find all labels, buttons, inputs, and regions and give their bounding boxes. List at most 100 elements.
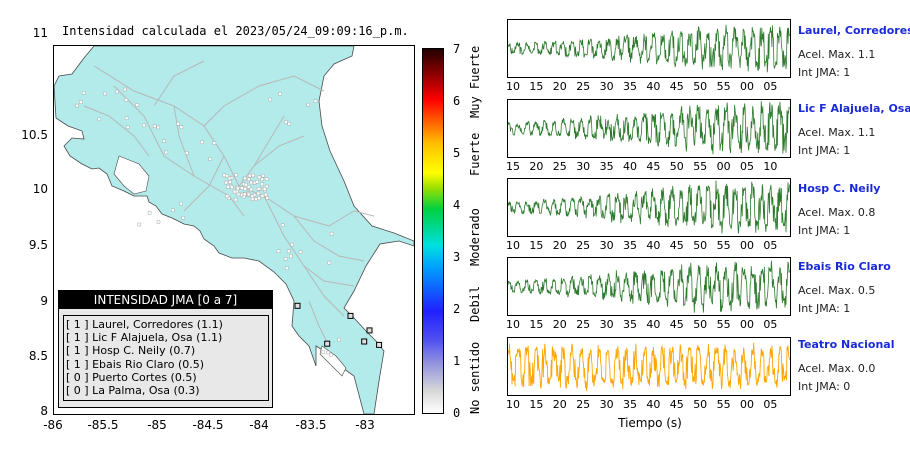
legend-list: [ 1 ] Laurel, Corredores (1.1) [ 1 ] Lic… bbox=[63, 315, 269, 401]
station-dot bbox=[285, 266, 289, 271]
station-dot bbox=[137, 222, 142, 227]
time-tick: 10 bbox=[506, 80, 520, 93]
time-tick: 45 bbox=[669, 318, 684, 331]
time-tick: 50 bbox=[693, 239, 708, 252]
station-dot bbox=[230, 185, 234, 190]
station-name: Ebais Rio Claro bbox=[798, 260, 891, 273]
time-tick: 05 bbox=[763, 318, 778, 331]
station-dot bbox=[327, 260, 332, 265]
waveform-panel bbox=[507, 337, 791, 396]
station-dot bbox=[243, 176, 247, 181]
station-marker bbox=[361, 338, 368, 345]
station-dot bbox=[179, 201, 183, 206]
time-tick: 10 bbox=[763, 160, 778, 173]
x-tick-label: -85 bbox=[147, 418, 167, 432]
station-dot bbox=[247, 173, 252, 178]
y-tick-label: 8 bbox=[40, 404, 48, 418]
time-tick: 00 bbox=[740, 398, 754, 411]
station-dot bbox=[249, 187, 254, 192]
map-title: Intensidad calculada el 2023/05/24_09:09… bbox=[62, 24, 409, 38]
colorbar-tick: 5 bbox=[453, 146, 461, 160]
station-dot bbox=[329, 353, 333, 357]
station-dot bbox=[246, 192, 251, 197]
time-tick: 05 bbox=[763, 80, 778, 93]
station-dot bbox=[287, 121, 291, 126]
waveform-trace bbox=[508, 342, 790, 391]
time-ticks: 15 20 25 30 35 40 45 50 55 00 05 10 bbox=[506, 160, 792, 174]
time-tick: 15 bbox=[529, 318, 544, 331]
station-dot bbox=[247, 177, 251, 182]
time-tick: 25 bbox=[576, 80, 591, 93]
station-dot bbox=[261, 174, 265, 178]
y-tick-label: 11 bbox=[32, 26, 48, 40]
x-tick-label: -83.5 bbox=[295, 418, 327, 432]
time-tick: 20 bbox=[529, 160, 544, 173]
x-tick-label: -86 bbox=[43, 418, 63, 432]
station-dot bbox=[156, 220, 161, 224]
time-tick: 55 bbox=[716, 239, 731, 252]
station-jma: Int JMA: 1 bbox=[798, 224, 851, 237]
station-dot bbox=[262, 187, 267, 191]
station-dot bbox=[250, 197, 255, 201]
colorbar-label-debil: Debil bbox=[468, 285, 482, 322]
highlighted-stations bbox=[294, 302, 383, 348]
time-tick: 20 bbox=[552, 318, 567, 331]
time-tick: 25 bbox=[576, 239, 591, 252]
time-tick: 40 bbox=[646, 80, 661, 93]
time-tick: 35 bbox=[623, 318, 637, 331]
station-dot bbox=[200, 140, 204, 145]
station-dot bbox=[264, 184, 269, 189]
station-dot bbox=[321, 350, 325, 354]
time-ticks: 10 15 20 25 30 35 40 45 50 55 00 05 bbox=[506, 80, 792, 94]
colorbar-label-muy-fuerte: Muy Fuerte bbox=[468, 45, 482, 118]
station-dot bbox=[243, 187, 247, 191]
colorbar-tick: 2 bbox=[453, 302, 461, 316]
time-tick: 00 bbox=[740, 239, 754, 252]
station-dot bbox=[222, 173, 227, 178]
station-dot bbox=[280, 223, 285, 227]
station-dot bbox=[263, 192, 268, 197]
station-marker bbox=[294, 302, 301, 309]
time-tick: 55 bbox=[716, 318, 731, 331]
time-tick: 35 bbox=[623, 80, 637, 93]
station-dot bbox=[236, 192, 241, 197]
station-dot bbox=[227, 176, 232, 181]
time-tick: 30 bbox=[599, 80, 614, 93]
station-dot bbox=[244, 182, 248, 187]
time-tick: 45 bbox=[646, 160, 661, 173]
colorbar-tick: 1 bbox=[453, 354, 461, 368]
station-marker bbox=[324, 340, 331, 347]
station-dot bbox=[147, 211, 152, 215]
station-dot bbox=[251, 173, 255, 178]
legend-entry: [ 0 ] La Palma, Osa (0.3) bbox=[66, 384, 200, 398]
waveform-panel bbox=[507, 19, 791, 78]
station-accel: Acel. Max. 1.1 bbox=[798, 48, 876, 61]
station-dot bbox=[246, 185, 251, 189]
time-tick: 50 bbox=[693, 80, 708, 93]
time-tick: 50 bbox=[669, 160, 684, 173]
station-dot bbox=[313, 99, 318, 103]
station-dot bbox=[329, 231, 334, 236]
station-accel: Acel. Max. 1.1 bbox=[798, 126, 876, 139]
time-tick: 10 bbox=[506, 239, 520, 252]
intensity-legend: INTENSIDAD JMA [0 a 7] [ 1 ] Laurel, Cor… bbox=[58, 290, 273, 408]
station-dot bbox=[162, 139, 166, 143]
legend-entry: [ 1 ] Laurel, Corredores (1.1) bbox=[66, 318, 223, 331]
intensity-colorbar bbox=[422, 48, 444, 414]
station-dots bbox=[75, 87, 341, 357]
land-area bbox=[54, 46, 414, 414]
legend-entry: [ 0 ] Puerto Cortes (0.5) bbox=[66, 370, 197, 384]
station-dot bbox=[124, 98, 129, 102]
time-tick: 20 bbox=[552, 398, 567, 411]
station-dot bbox=[185, 151, 189, 155]
station-dot bbox=[152, 124, 157, 129]
station-dot bbox=[306, 102, 310, 107]
station-dot bbox=[226, 185, 230, 189]
station-marker bbox=[366, 327, 373, 334]
station-dot bbox=[123, 87, 127, 92]
station-dot bbox=[224, 180, 229, 185]
station-dot bbox=[234, 173, 238, 177]
y-tick-label: 10 bbox=[32, 182, 48, 196]
time-axis-label: Tiempo (s) bbox=[618, 416, 682, 430]
waveform-panel bbox=[507, 99, 791, 158]
